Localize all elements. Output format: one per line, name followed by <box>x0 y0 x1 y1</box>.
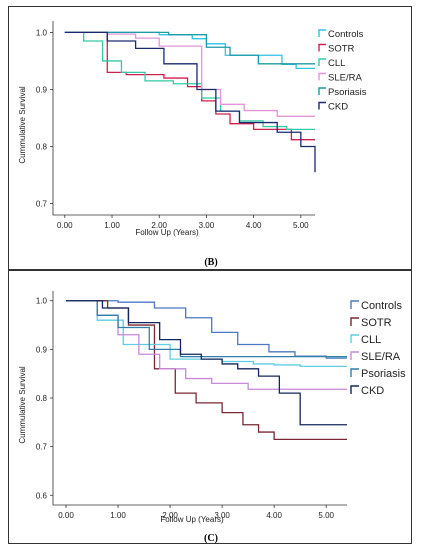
panel-c-kaplan-meier-chart: 0.00 1.00 2.00 3.00 4.00 5.00 1.0 0.9 0.8 0.7 0.6 … <box>8 270 412 544</box>
panel-b-legend-swatch-psoriasis <box>318 87 326 95</box>
panel-c-series-controls <box>66 300 347 359</box>
panel-b-x-tick-label: 0.00 <box>57 221 73 230</box>
panel-b-series-sle-ra <box>64 31 315 117</box>
panel-c-y-tick-label: 0.7 <box>36 443 48 452</box>
panel-b-x-tick-label: 5.00 <box>293 221 309 230</box>
panel-b-x-tick-label: 2.00 <box>151 221 167 230</box>
panel-c-axes <box>52 291 347 506</box>
panel-b-series-cll <box>64 31 315 131</box>
panel-b-x-tick-label: 4.00 <box>246 221 262 230</box>
panel-c-legend-swatch-sotr <box>350 317 359 326</box>
panel-c-y-tick-label: 1.0 <box>36 297 48 306</box>
panel-b-legend-label-controls: Controls <box>328 29 364 40</box>
panel-b-svg: 0.00 1.00 2.00 3.00 4.00 5.00 1.0 0.9 0.8 0.7 Con… <box>18 21 367 268</box>
panel-c-x-tick-label: 3.00 <box>214 511 230 520</box>
panel-b-legend-swatch-sle-ra <box>318 72 326 81</box>
panel-c-x-tick-label: 0.00 <box>58 511 74 520</box>
panel-b-y-tick-label: 0.7 <box>36 200 48 209</box>
panel-b-series-psoriasis <box>64 31 315 65</box>
panel-c-y-tick-label: 0.8 <box>36 394 48 403</box>
panel-b-legend-swatch-controls <box>318 29 326 37</box>
panel-b-y-tick-label: 1.0 <box>36 28 48 37</box>
panel-c-series-sle-ra <box>66 300 347 390</box>
panel-c-x-axis-title: Follow Up (Years) <box>160 515 224 524</box>
panel-c-series-sotr <box>66 300 347 440</box>
panel-c-legend-label-psoriasis: Psoriasis <box>361 368 406 380</box>
panel-c-y-tick-label: 0.6 <box>36 491 48 500</box>
panel-c-y-tick-label: 0.9 <box>36 345 48 354</box>
panel-c-legend-swatch-controls <box>350 300 359 309</box>
panel-c-legend-swatch-psoriasis <box>350 368 359 377</box>
panel-c-legend-label-cll: CLL <box>361 334 381 346</box>
panel-b-y-tick-label: 0.8 <box>36 143 48 152</box>
panel-b-x-tick-label: 3.00 <box>199 221 215 230</box>
panel-c-series-ckd <box>66 300 347 426</box>
panel-c-x-tick-label: 2.00 <box>162 511 178 520</box>
panel-b-y-axis-title: Cummulative Survival <box>18 86 27 164</box>
panel-c-x-tick-label: 5.00 <box>318 511 334 520</box>
panel-b-x-tick-label: 1.00 <box>104 221 120 230</box>
panel-b-legend-swatch-sotr <box>318 43 326 52</box>
panel-c-x-tick-label: 4.00 <box>266 511 282 520</box>
panel-b-label: (B) <box>204 257 217 268</box>
panel-b-legend-label-sle-ra: SLE/RA <box>328 73 362 84</box>
panel-c-legend-label-controls: Controls <box>361 300 402 312</box>
panel-b-legend-label-psoriasis: Psoriasis <box>328 87 367 98</box>
panel-c-legend-label-ckd: CKD <box>361 385 384 397</box>
panel-b-y-tick-label: 0.9 <box>36 85 48 94</box>
panel-b-series-ckd <box>64 31 316 173</box>
panel-c-svg: 0.00 1.00 2.00 3.00 4.00 5.001.00.90.80.70.6 … <box>18 291 406 544</box>
panel-c-legend-swatch-ckd <box>350 385 359 394</box>
panel-b-legend-swatch-ckd <box>318 101 326 110</box>
panel-c-legend-swatch-cll <box>350 334 359 343</box>
panel-b-legend-label-ckd: CKD <box>328 102 348 113</box>
panel-b-legend-swatch-cll <box>318 58 326 66</box>
panel-b-kaplan-meier-chart: 0.00 1.00 2.00 3.00 4.00 5.00 1.0 0.9 0.8 0.7 Con… <box>8 6 412 270</box>
panel-c-legend-label-sle-ra: SLE/RA <box>361 351 401 363</box>
panel-c-legend-swatch-sle-ra <box>350 351 359 360</box>
panel-c-x-tick-label: 1.00 <box>110 511 126 520</box>
panel-c-y-axis-title: Cummulative Survival <box>18 366 27 444</box>
panel-b-legend-label-cll: CLL <box>328 58 345 69</box>
panel-c-legend-label-sotr: SOTR <box>361 317 392 329</box>
panel-c-series-psoriasis <box>66 300 347 358</box>
panel-b-axes <box>52 21 315 216</box>
panel-c-label: (C) <box>204 533 218 544</box>
panel-b-x-axis-title: Follow Up (Years) <box>135 228 199 237</box>
panel-b-legend-label-sotr: SOTR <box>328 44 355 55</box>
